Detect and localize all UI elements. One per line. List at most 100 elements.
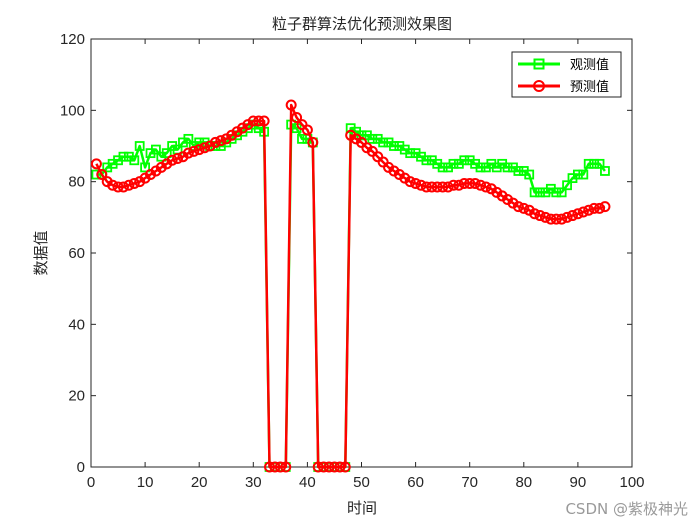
data-point	[134, 141, 145, 151]
data-point	[128, 177, 140, 189]
data-point	[161, 148, 172, 159]
data-point	[410, 177, 422, 189]
data-point	[556, 187, 567, 198]
legend-marker-predicted	[533, 80, 545, 92]
data-point	[550, 213, 562, 225]
data-point	[529, 187, 540, 198]
data-point	[328, 461, 340, 473]
data-point	[140, 162, 151, 173]
data-point	[459, 155, 470, 166]
data-point	[573, 169, 583, 180]
data-point	[539, 211, 551, 223]
data-point	[194, 137, 205, 148]
legend-box	[511, 51, 622, 98]
data-point	[274, 461, 286, 473]
data-point	[291, 111, 303, 123]
data-point	[426, 181, 438, 193]
data-point	[166, 154, 178, 166]
data-point	[339, 461, 351, 473]
legend-label-observed: 观测值	[570, 57, 609, 73]
x-tick-label: 50	[353, 474, 370, 491]
y-tick-label: 80	[68, 174, 85, 191]
x-tick-label: 100	[619, 474, 644, 491]
data-point	[123, 179, 135, 191]
x-tick-label: 60	[407, 474, 424, 491]
data-point	[247, 115, 259, 127]
data-point	[566, 210, 578, 222]
x-tick-label: 70	[461, 474, 478, 491]
watermark: CSDN @紫极神光	[565, 500, 688, 518]
data-point	[107, 179, 119, 191]
y-tick-label: 40	[68, 316, 85, 333]
x-axis-label: 时间	[347, 499, 377, 517]
data-point	[421, 155, 432, 166]
x-tick-label: 20	[191, 474, 208, 491]
data-point	[529, 208, 541, 220]
data-point	[437, 162, 448, 173]
x-tick-label: 30	[245, 474, 262, 491]
data-point	[96, 169, 108, 181]
data-point	[253, 115, 265, 127]
y-tick-label: 60	[68, 245, 85, 262]
data-point	[188, 145, 200, 157]
data-point	[453, 179, 465, 191]
data-point	[172, 152, 184, 164]
data-point	[475, 162, 486, 173]
data-point	[475, 179, 487, 191]
data-point	[551, 187, 562, 198]
data-point	[447, 179, 459, 191]
data-point	[151, 144, 161, 155]
data-point	[545, 213, 557, 225]
data-point	[301, 124, 313, 136]
data-point	[556, 213, 568, 225]
data-point	[91, 169, 102, 180]
data-point	[307, 136, 319, 148]
data-point	[594, 158, 605, 169]
data-point	[118, 151, 129, 162]
data-point	[183, 133, 194, 144]
data-point	[442, 181, 454, 193]
data-point	[420, 181, 432, 193]
data-point	[112, 181, 124, 193]
data-point	[404, 176, 416, 188]
data-point	[378, 137, 389, 148]
data-point	[469, 177, 481, 189]
data-point	[264, 461, 276, 473]
data-point	[577, 206, 589, 218]
data-point	[572, 208, 584, 220]
series-layer	[90, 99, 611, 473]
data-point	[502, 162, 513, 173]
data-point	[209, 136, 221, 148]
data-point	[599, 201, 611, 213]
series-predicted	[90, 99, 611, 473]
data-point	[431, 181, 443, 193]
data-point	[535, 187, 545, 198]
plot-area	[90, 38, 633, 468]
data-point	[588, 202, 600, 214]
data-point	[448, 158, 459, 169]
data-point	[285, 99, 297, 111]
x-tick-label: 80	[515, 474, 532, 491]
y-tick-label: 0	[77, 459, 85, 476]
legend-label-predicted: 预测值	[570, 79, 609, 95]
legend: 观测值 预测值	[511, 51, 622, 98]
data-point	[513, 166, 524, 176]
data-point	[312, 461, 324, 473]
x-tick-label: 90	[570, 474, 587, 491]
data-point	[318, 461, 330, 473]
data-point	[199, 142, 211, 154]
data-point	[562, 180, 572, 191]
y-axis-label: 数据值	[32, 230, 50, 275]
data-point	[524, 169, 535, 180]
data-point	[561, 211, 573, 223]
data-point	[594, 202, 606, 214]
data-point	[512, 201, 524, 213]
axis-ticks: 0 10 20 30 40 50 60 70 80 90 100 0 20 40 60 80 100 120	[60, 31, 645, 491]
data-point	[578, 169, 589, 180]
data-point	[193, 144, 205, 156]
data-point	[280, 461, 292, 473]
data-point	[389, 141, 399, 151]
data-point	[258, 115, 270, 127]
data-point	[464, 177, 476, 189]
